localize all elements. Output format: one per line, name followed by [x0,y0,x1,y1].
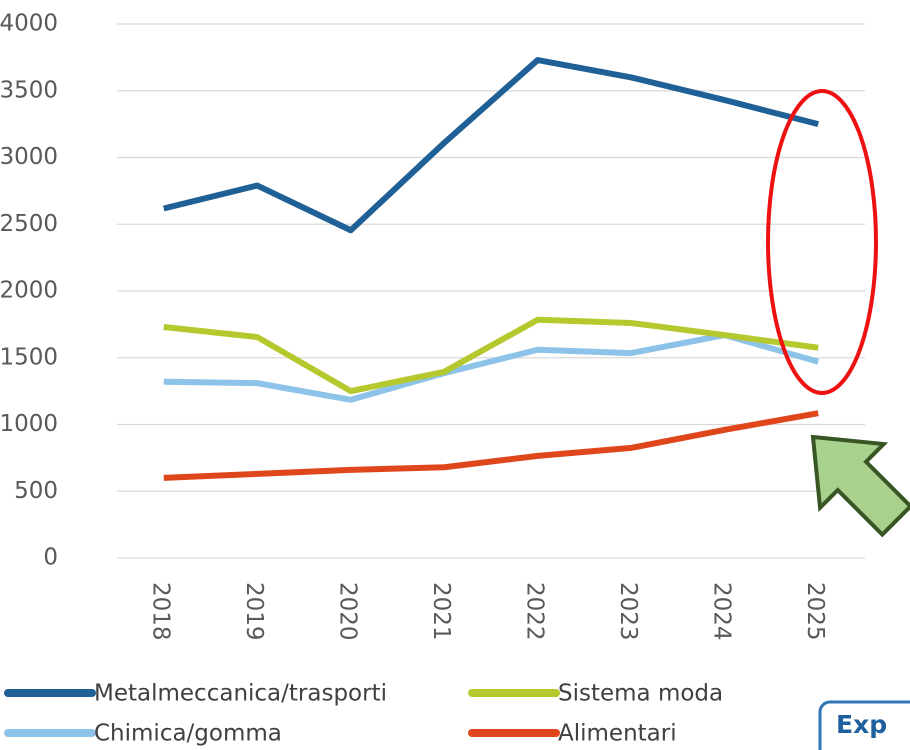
series-line [163,332,820,403]
x-tick-label: 2021 [428,582,454,641]
arrow [810,434,910,538]
button-label[interactable]: Exp [836,710,887,739]
plot: 0 500 1000 1500 2000 2500 3000 3500 4000 2018 2019… [0,11,865,641]
legend: Metalmeccanica/trasporti Sistema moda Chim… [4,681,723,747]
y-tick-label: 3000 [0,144,58,170]
legend-label: Sistema moda [558,681,723,707]
x-tick-label: 2018 [147,582,173,641]
y-tick-label: 3500 [0,77,58,103]
series-line [163,410,819,481]
series-line [163,57,819,234]
legend-label: Chimica/gomma [94,721,282,747]
x-tick-label: 2019 [241,582,267,641]
y-tick-label: 2500 [0,211,58,237]
y-tick-label: 0 [43,545,58,571]
x-tick-label: 2024 [708,582,734,641]
x-tick-label: 2020 [334,582,360,641]
x-tick-label: 2025 [802,582,828,641]
y-tick-label: 4000 [0,11,58,37]
x-tick-label: 2022 [521,582,547,641]
series-line [163,316,819,395]
highlight-ellipse [766,89,878,395]
y-tick-label: 1000 [0,411,58,437]
y-tick-label: 2000 [0,278,58,304]
button-frame[interactable] [818,700,910,750]
y-tick-label: 500 [14,478,58,504]
legend-label: Alimentari [558,721,677,747]
legend-label: Metalmeccanica/trasporti [94,681,387,707]
x-tick-label: 2023 [615,582,641,641]
export-button[interactable]: Exp [818,700,910,750]
y-tick-label: 1500 [0,344,58,370]
